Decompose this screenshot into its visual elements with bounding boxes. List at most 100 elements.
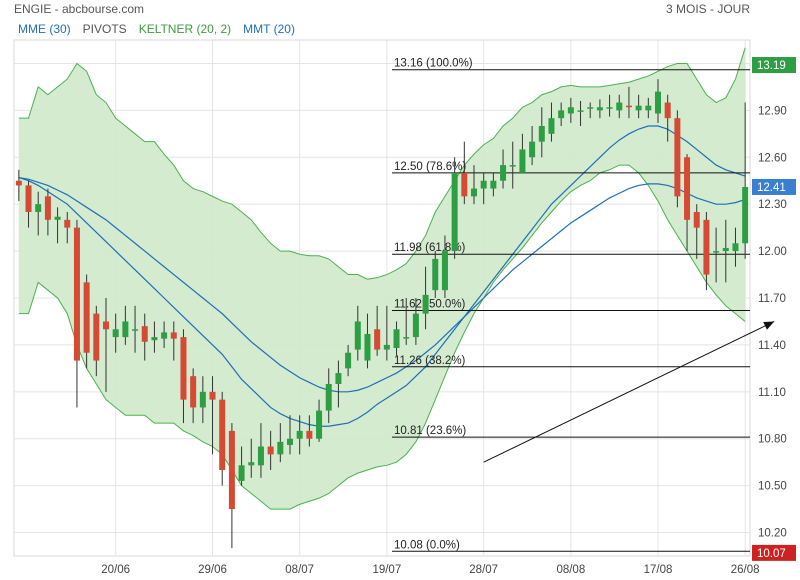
candle (25, 180, 32, 228)
candle (470, 165, 478, 205)
candle-body (664, 102, 671, 119)
candle-body (538, 126, 545, 142)
x-tick-label: 29/06 (198, 564, 227, 576)
price-tag: 13.19 (752, 57, 796, 74)
candle (635, 94, 642, 119)
price-tag-label: 13.19 (757, 60, 786, 72)
candle-body (606, 107, 613, 109)
candle (83, 274, 90, 369)
candle-body (190, 376, 197, 408)
fib-label: 10.81 (23.6%) (394, 425, 466, 437)
candle (538, 107, 545, 158)
candle-body (383, 344, 390, 350)
candle-body (335, 373, 342, 384)
candle-body (558, 110, 565, 119)
candle (374, 305, 381, 356)
trend-arrow (483, 321, 775, 463)
candle (141, 313, 148, 361)
candle (73, 219, 80, 408)
candle (335, 360, 342, 408)
candle-body (742, 186, 749, 244)
candle (567, 97, 574, 123)
candle (296, 415, 303, 455)
candle-body (374, 329, 381, 350)
y-tick-label: 12.30 (758, 199, 787, 211)
candle-body (257, 446, 264, 466)
candle (422, 266, 429, 330)
period-selector[interactable]: 3 MOIS - JOUR (665, 2, 750, 16)
price-tag-box (752, 544, 796, 561)
candle-body (470, 188, 478, 197)
candle (132, 305, 139, 353)
candle (102, 298, 110, 392)
mmt20-line (18, 125, 746, 427)
price-tag-box (752, 178, 796, 195)
candle-body (722, 247, 729, 252)
candle (722, 219, 729, 283)
candle-body (132, 329, 139, 331)
candle (15, 169, 22, 202)
candle (461, 141, 468, 205)
candle (674, 110, 681, 208)
legend-item[interactable]: MMT (20) (243, 22, 295, 36)
candle (219, 391, 226, 486)
x-tick-label: 19/07 (372, 564, 401, 576)
candle (44, 188, 51, 236)
candle-body (180, 337, 187, 400)
y-tick-label: 11.10 (758, 387, 786, 399)
candle-body (83, 282, 90, 353)
x-tick-label: 20/06 (101, 564, 130, 576)
candle-body (490, 180, 497, 189)
y-tick-label: 10.80 (758, 434, 787, 446)
y-tick-label: 12.90 (758, 105, 787, 117)
price-tag-label: 12.41 (757, 182, 786, 194)
keltner-upper-line (18, 47, 746, 280)
candle-body (161, 332, 168, 339)
candle-body (15, 180, 22, 186)
candle (693, 204, 700, 259)
candle-body (616, 102, 623, 111)
candle-body (102, 321, 110, 330)
candle (393, 321, 400, 356)
candle-body (122, 321, 129, 338)
candle-body (645, 105, 652, 111)
candle-body (403, 337, 410, 339)
candle-body (519, 149, 526, 173)
candle-body (703, 219, 710, 275)
candle (383, 305, 390, 361)
y-tick-label: 11.70 (758, 293, 786, 305)
keltner-lower-line (18, 164, 746, 510)
candle-body (693, 212, 700, 228)
y-tick-label: 12.00 (758, 246, 787, 258)
candle (529, 126, 536, 166)
candle-body (480, 180, 487, 189)
candle-body (635, 105, 642, 111)
fib-label: 13.16 (100.0%) (394, 58, 473, 70)
candle-body (732, 243, 739, 252)
legend-item[interactable]: MME (30) (18, 22, 71, 36)
candle-body (529, 141, 536, 158)
candle-body (64, 219, 71, 228)
candle (490, 172, 497, 197)
x-tick-label: 28/07 (469, 564, 498, 576)
legend-item[interactable]: PIVOTS (82, 22, 127, 36)
x-tick-label: 26/08 (731, 564, 760, 576)
candle (509, 141, 516, 189)
candle (616, 94, 623, 119)
candle (500, 149, 507, 189)
candles (15, 79, 749, 549)
candle-body (112, 329, 119, 338)
candle (625, 86, 632, 119)
candle (93, 305, 100, 377)
y-tick-label: 10.50 (758, 481, 787, 493)
price-tag-label: 10.07 (757, 548, 786, 560)
legend-item[interactable]: KELTNER (20, 2) (138, 22, 232, 36)
fib-label: 12.50 (78.6%) (394, 161, 466, 173)
candle (316, 399, 323, 442)
candle-body (325, 384, 332, 411)
candle (548, 102, 555, 142)
candle-body (277, 441, 284, 455)
candle (364, 313, 371, 369)
candle (596, 99, 603, 119)
